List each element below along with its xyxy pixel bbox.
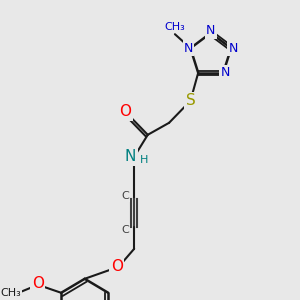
Text: N: N bbox=[124, 149, 136, 164]
Text: N: N bbox=[184, 42, 193, 55]
Text: O: O bbox=[111, 259, 123, 274]
Text: O: O bbox=[32, 276, 44, 291]
Text: N: N bbox=[206, 25, 215, 38]
Text: N: N bbox=[228, 42, 238, 55]
Text: CH₃: CH₃ bbox=[165, 22, 185, 32]
Text: N: N bbox=[220, 66, 230, 79]
Text: H: H bbox=[140, 155, 148, 165]
Text: O: O bbox=[119, 104, 131, 119]
Text: C: C bbox=[122, 191, 129, 201]
Text: C: C bbox=[122, 225, 129, 235]
Text: CH₃: CH₃ bbox=[0, 288, 21, 298]
Text: S: S bbox=[186, 93, 195, 108]
